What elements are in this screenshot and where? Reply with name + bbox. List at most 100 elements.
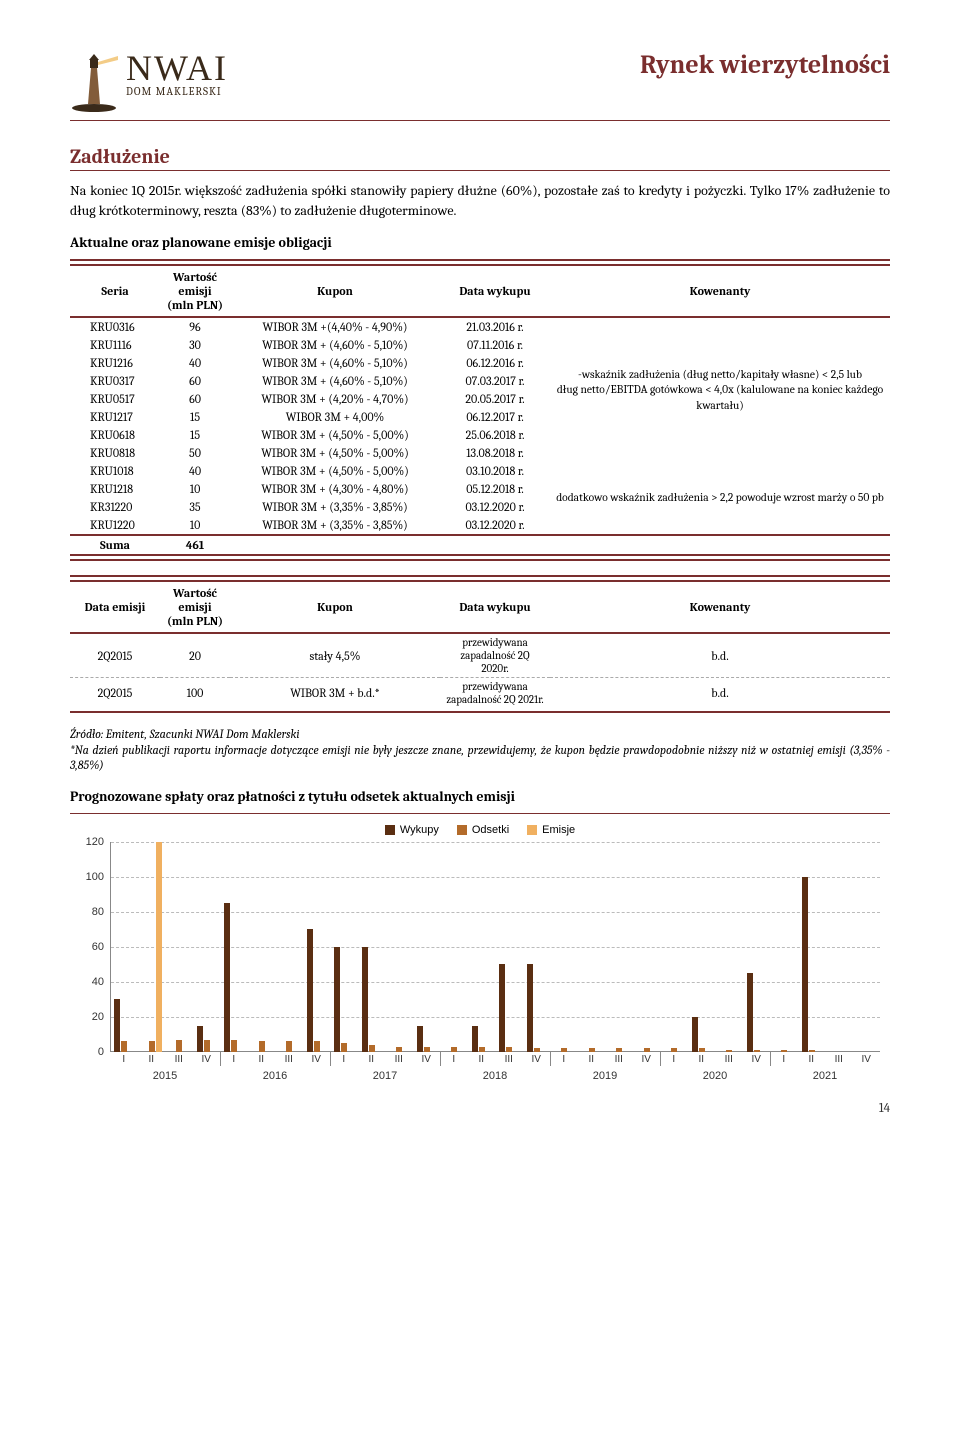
logo: NWAI DOM MAKLERSKI — [70, 50, 228, 112]
bar-odsetki — [726, 1050, 732, 1052]
th-kowenanty: Kowenanty — [550, 265, 890, 317]
year-separator — [330, 1052, 331, 1066]
x-quarter-label: I — [770, 1054, 798, 1065]
bar-odsetki — [671, 1048, 677, 1052]
x-year-label: 2015 — [110, 1070, 220, 1082]
bar-odsetki — [809, 1050, 815, 1052]
x-quarter-label: I — [550, 1054, 578, 1065]
bar-odsetki — [699, 1048, 705, 1052]
x-year-label: 2019 — [550, 1070, 660, 1082]
bar-wykupy — [472, 1026, 478, 1052]
x-quarter-label: II — [248, 1054, 276, 1065]
bar-odsetki — [314, 1041, 320, 1052]
bar-wykupy — [692, 1017, 698, 1052]
x-quarter-label: III — [275, 1054, 303, 1065]
footnote: Źródło: Emitent, Szacunki NWAI Dom Makle… — [70, 727, 890, 774]
bar-odsetki — [479, 1047, 485, 1052]
year-separator — [550, 1052, 551, 1066]
table1-title: Aktualne oraz planowane emisje obligacji — [70, 234, 890, 251]
x-quarter-label: I — [110, 1054, 138, 1065]
y-axis-label: 100 — [70, 871, 104, 883]
table-row: 2Q201520stały 4,5%przewidywana zapadalno… — [70, 633, 890, 678]
bar-chart: 020406080100120 IIIIIIIVIIIIIIIVIIIIIIIV… — [70, 842, 890, 1102]
bar-odsetki — [204, 1040, 210, 1052]
chart-container: Wykupy Odsetki Emisje 020406080100120 II… — [70, 824, 890, 1102]
header-rule — [70, 120, 890, 121]
x-quarter-label: II — [468, 1054, 496, 1065]
table-row: KRU101840WIBOR 3M + (4,50% - 5,00%)03.10… — [70, 462, 890, 480]
y-axis-label: 40 — [70, 976, 104, 988]
intro-paragraph: Na koniec 1Q 2015r. większość zadłużenia… — [70, 181, 890, 220]
bar-odsetki — [231, 1040, 237, 1052]
bar-odsetki — [561, 1048, 567, 1052]
covenant-block-2: dodatkowo wskaźnik zadłużenia > 2,2 powo… — [550, 462, 890, 535]
bar-wykupy — [114, 999, 120, 1052]
bar-wykupy — [307, 929, 313, 1052]
x-year-label: 2018 — [440, 1070, 550, 1082]
x-quarter-label: III — [385, 1054, 413, 1065]
sum-value: 461 — [160, 535, 230, 555]
x-quarter-label: IV — [523, 1054, 551, 1065]
bar-odsetki — [534, 1048, 540, 1052]
section-heading: Zadłużenie — [70, 145, 890, 168]
x-year-label: 2017 — [330, 1070, 440, 1082]
x-quarter-label: III — [715, 1054, 743, 1065]
th2-wartosc: Wartość emisji (mln PLN) — [160, 581, 230, 633]
bar-odsetki — [286, 1041, 292, 1052]
year-separator — [440, 1052, 441, 1066]
bar-odsetki — [341, 1043, 347, 1052]
lighthouse-icon — [70, 50, 118, 112]
bar-odsetki — [259, 1041, 265, 1052]
x-year-label: 2020 — [660, 1070, 770, 1082]
bar-odsetki — [616, 1048, 622, 1052]
bar-wykupy — [802, 877, 808, 1052]
bar-odsetki — [149, 1041, 155, 1052]
th-wartosc: Wartość emisji (mln PLN) — [160, 265, 230, 317]
table1-wrap: Seria Wartość emisji (mln PLN) Kupon Dat… — [70, 259, 890, 561]
x-quarter-label: II — [578, 1054, 606, 1065]
bar-odsetki — [176, 1040, 182, 1052]
th-kupon: Kupon — [230, 265, 440, 317]
x-quarter-label: II — [138, 1054, 166, 1065]
y-axis-label: 60 — [70, 941, 104, 953]
y-axis-label: 0 — [70, 1046, 104, 1058]
x-year-label: 2016 — [220, 1070, 330, 1082]
th2-wykup: Data wykupu — [440, 581, 550, 633]
th2-kowenanty: Kowenanty — [550, 581, 890, 633]
legend-odsetki: Odsetki — [457, 824, 509, 836]
year-separator — [770, 1052, 771, 1066]
bond-table-1: Seria Wartość emisji (mln PLN) Kupon Dat… — [70, 264, 890, 556]
x-quarter-label: III — [605, 1054, 633, 1065]
document-title: Rynek wierzytelności — [640, 50, 890, 80]
bond-table-2: Data emisji Wartość emisji (mln PLN) Kup… — [70, 580, 890, 708]
bar-odsetki — [754, 1050, 760, 1052]
x-quarter-label: II — [358, 1054, 386, 1065]
y-axis-label: 20 — [70, 1011, 104, 1023]
bar-odsetki — [121, 1041, 127, 1052]
th-wykup: Data wykupu — [440, 265, 550, 317]
table2-wrap: Data emisji Wartość emisji (mln PLN) Kup… — [70, 575, 890, 713]
bar-wykupy — [527, 964, 533, 1052]
bar-odsetki — [506, 1047, 512, 1052]
legend-wykupy: Wykupy — [385, 824, 439, 836]
bar-wykupy — [362, 947, 368, 1052]
bar-odsetki — [644, 1048, 650, 1052]
chart-legend: Wykupy Odsetki Emisje — [70, 824, 890, 836]
chart-title: Prognozowane spłaty oraz płatności z tyt… — [70, 788, 890, 805]
x-quarter-label: II — [688, 1054, 716, 1065]
bar-wykupy — [417, 1026, 423, 1052]
logo-name: NWAI — [126, 50, 228, 86]
th2-kupon: Kupon — [230, 581, 440, 633]
chart-rule — [70, 813, 890, 814]
x-quarter-label: I — [660, 1054, 688, 1065]
sum-label: Suma — [70, 535, 160, 555]
year-separator — [660, 1052, 661, 1066]
y-axis-label: 120 — [70, 836, 104, 848]
bar-wykupy — [224, 903, 230, 1052]
logo-subtitle: DOM MAKLERSKI — [126, 86, 228, 97]
bar-odsetki — [589, 1048, 595, 1052]
bar-wykupy — [334, 947, 340, 1052]
y-axis-label: 80 — [70, 906, 104, 918]
section-rule — [70, 170, 890, 171]
bar-odsetki — [396, 1047, 402, 1052]
